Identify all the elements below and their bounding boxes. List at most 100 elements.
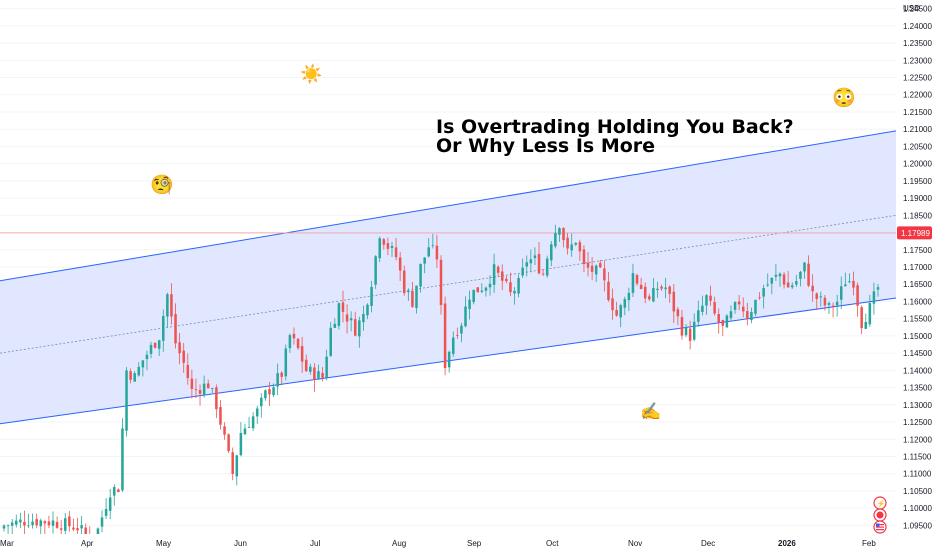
candle <box>684 323 688 338</box>
candle <box>198 384 202 406</box>
candle-body <box>733 302 737 310</box>
candle-body <box>505 278 508 282</box>
candle <box>211 387 214 393</box>
candle <box>652 278 655 303</box>
candle <box>435 234 439 268</box>
us-flag-button[interactable] <box>873 520 887 534</box>
candle <box>402 265 406 296</box>
candle <box>672 284 676 324</box>
candle-body <box>447 351 451 368</box>
candle-body <box>786 282 790 288</box>
candle-body <box>394 247 398 258</box>
title-line-1: Is Overtrading Holding You Back? <box>436 116 794 138</box>
candle-body <box>227 434 230 452</box>
candle-body <box>684 327 688 336</box>
candle-body <box>848 281 851 283</box>
candle-body <box>456 335 459 336</box>
time-tick-label: 2026 <box>778 539 796 548</box>
candle <box>329 321 332 357</box>
price-ticks: 1.24500 1.24000 1.23500 1.23000 1.22500 1.220… <box>903 5 932 531</box>
candle-body <box>423 257 426 264</box>
candle-body <box>19 519 22 523</box>
candle-body <box>64 518 67 531</box>
candle-body <box>219 407 222 425</box>
candle <box>64 512 67 537</box>
candle <box>603 260 606 292</box>
candle <box>521 258 524 279</box>
candle <box>619 303 622 328</box>
candle-body <box>162 316 165 341</box>
candle-body <box>709 295 712 301</box>
candle <box>509 272 512 297</box>
candle-body <box>304 359 308 372</box>
flushed-face-icon: 😳 <box>832 87 856 109</box>
candle <box>839 276 843 310</box>
candle <box>117 488 120 493</box>
candle <box>460 322 463 343</box>
candle <box>141 360 145 377</box>
price-tick-label: 1.24000 <box>903 22 932 31</box>
candle <box>770 277 774 295</box>
candle-body <box>856 285 859 306</box>
candle <box>443 296 447 376</box>
candle <box>125 367 128 437</box>
candle <box>554 224 557 249</box>
candle <box>586 251 590 277</box>
candle <box>431 233 435 249</box>
candle <box>635 273 639 286</box>
candle <box>501 264 504 291</box>
candle-body <box>31 521 34 526</box>
candle <box>480 283 484 294</box>
candle <box>570 233 573 257</box>
candle-body <box>766 284 769 286</box>
candle-body <box>774 274 778 277</box>
price-tick-label: 1.21000 <box>903 125 932 134</box>
candle-body <box>235 455 239 477</box>
price-axis[interactable]: USD <box>896 0 932 550</box>
candle-body <box>737 301 741 305</box>
candlesticks[interactable] <box>2 224 880 550</box>
candle-body <box>345 314 349 322</box>
candle <box>451 331 455 357</box>
time-tick-label: Sep <box>467 539 482 548</box>
candle <box>545 255 549 278</box>
candle <box>517 274 520 298</box>
channel-mid-line <box>0 214 897 354</box>
price-tick-label: 1.23500 <box>903 39 932 48</box>
candle-body <box>603 268 606 281</box>
price-tick-label: 1.20500 <box>903 142 932 151</box>
time-tick-label: Nov <box>628 539 642 548</box>
candle-body <box>460 325 463 334</box>
candle-body <box>586 262 590 268</box>
candle-body <box>182 350 185 363</box>
candle-body <box>517 278 520 294</box>
candle-body <box>157 340 161 349</box>
candle-body <box>104 509 108 516</box>
candle-body <box>280 372 283 377</box>
candle-body <box>402 270 406 294</box>
price-tick-label: 1.11000 <box>903 470 932 479</box>
price-tag-bg <box>897 226 932 240</box>
candle <box>648 293 651 302</box>
candle <box>864 313 868 330</box>
side-buttons[interactable]: ⚡ <box>873 496 887 534</box>
candle-body <box>341 302 345 312</box>
candle-body <box>313 367 316 380</box>
candle <box>280 371 283 386</box>
candle-body <box>186 365 190 379</box>
dot-button[interactable] <box>873 508 887 522</box>
candle <box>162 309 165 352</box>
flash-button[interactable]: ⚡ <box>873 496 887 510</box>
candle <box>746 302 749 326</box>
candle <box>186 353 190 385</box>
time-axis[interactable] <box>0 534 932 550</box>
candle <box>14 514 18 528</box>
price-tick-label: 1.13000 <box>903 401 932 410</box>
candle <box>819 291 823 307</box>
price-axis-bg <box>896 0 932 550</box>
candle-body <box>415 285 418 309</box>
candle-body <box>823 297 827 306</box>
candle-body <box>782 274 786 285</box>
candle <box>611 288 614 320</box>
